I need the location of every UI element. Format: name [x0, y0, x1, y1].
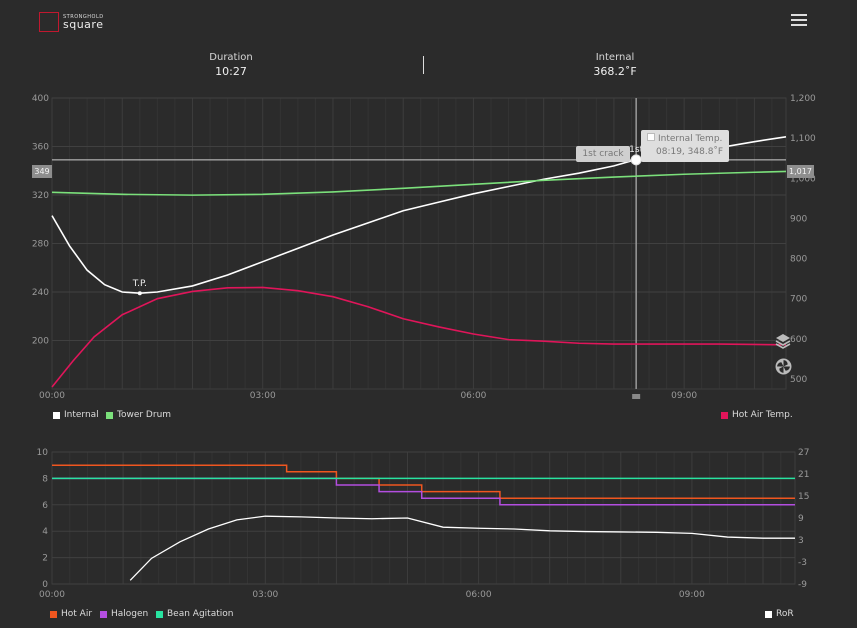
legend-halogen[interactable]: Halogen	[100, 609, 148, 619]
sub-left-tick-label: 10	[37, 448, 49, 458]
legend-label: Tower Drum	[117, 410, 172, 420]
legend-swatch	[721, 411, 728, 419]
main-left-tick-label: 360	[32, 143, 49, 153]
sub-left-tick-label: 8	[42, 474, 48, 484]
layers-icon[interactable]	[775, 333, 791, 349]
sub-right-tick-label: 15	[798, 492, 809, 502]
duration-value: 10:27	[215, 65, 247, 78]
tooltip-series-swatch	[647, 133, 655, 141]
sub-left-tick-label: 6	[42, 501, 48, 511]
legend-hot-air-temp[interactable]: Hot Air Temp.	[721, 410, 793, 420]
app-logo: STRONGHOLD square	[39, 12, 109, 34]
legend-hot-air[interactable]: Hot Air	[50, 609, 92, 619]
cursor-tooltip: Internal Temp. 08:19, 348.8˚F	[641, 130, 729, 162]
main-right-tick-label: 500	[790, 375, 807, 385]
tooltip-title: Internal Temp.	[658, 134, 723, 144]
legend-bean-agitation[interactable]: Bean Agitation	[156, 609, 233, 619]
main-right-tick-label: 800	[790, 255, 807, 265]
sub-x-tick-label: 06:00	[466, 590, 492, 600]
sub-right-tick-label: -3	[798, 558, 807, 568]
logo-text: square	[63, 18, 104, 31]
main-right-tick-label: 900	[790, 214, 807, 224]
duration-stat: Duration 10:27	[161, 52, 301, 78]
logo-small-text: STRONGHOLD	[63, 14, 104, 20]
sub-right-tick-label: 27	[798, 448, 809, 458]
halogen-power-line	[52, 477, 795, 506]
sub-x-tick-label: 00:00	[39, 590, 65, 600]
main-x-tick-label: 00:00	[39, 391, 65, 401]
ror-line	[129, 515, 795, 581]
legend-internal[interactable]: Internal	[53, 410, 99, 420]
first-crack-button[interactable]: 1st crack	[576, 146, 630, 162]
fan-icon[interactable]	[775, 358, 792, 375]
main-x-tick-label: 06:00	[460, 391, 486, 401]
main-left-tick-label: 240	[32, 288, 49, 298]
internal-stat: Internal 368.2˚F	[545, 52, 685, 78]
sub-right-tick-label: -9	[798, 580, 807, 590]
sub-left-tick-label: 0	[42, 580, 48, 590]
legend-swatch	[50, 610, 57, 618]
legend-label: Hot Air Temp.	[732, 410, 793, 420]
hamburger-menu-icon[interactable]	[791, 14, 807, 28]
internal-label: Internal	[595, 52, 635, 63]
sub-right-tick-label: 3	[798, 536, 804, 546]
hot-air-temp-line	[51, 286, 787, 388]
first-crack-label: 1st	[629, 145, 643, 155]
legend-label: Halogen	[111, 609, 149, 619]
legend-label: Internal	[64, 410, 99, 420]
sub-right-tick-label: 21	[798, 470, 809, 480]
main-left-tick-label: 280	[32, 240, 49, 250]
main-left-tick-label: 400	[32, 94, 49, 104]
main-left-tick-label: 320	[32, 191, 49, 201]
sub-left-tick-label: 4	[42, 527, 48, 537]
legend-ror[interactable]: RoR	[765, 609, 794, 619]
main-x-tick-label: 03:00	[250, 391, 276, 401]
tooltip-value: 08:19, 348.8˚F	[656, 147, 724, 157]
legend-label: Hot Air	[61, 609, 93, 619]
sub-left-tick-label: 2	[42, 554, 48, 564]
legend-tower-drum[interactable]: Tower Drum	[106, 410, 171, 420]
main-right-tick-label: 700	[790, 295, 807, 305]
main-right-tick-label: 1,000	[790, 174, 816, 184]
legend-swatch	[765, 610, 772, 618]
hot-air-power-line	[52, 464, 795, 499]
sub-x-tick-label: 03:00	[252, 590, 278, 600]
main-right-tick-label: 1,100	[790, 134, 816, 144]
main-right-tick-label: 600	[790, 335, 807, 345]
cursor-left-value-tag: 349	[32, 165, 52, 178]
legend-swatch	[156, 610, 163, 618]
sub-x-tick-label: 09:00	[679, 590, 705, 600]
sub-plot-frame	[51, 451, 796, 585]
duration-label: Duration	[209, 52, 253, 63]
turning-point-marker	[137, 291, 142, 296]
legend-swatch	[106, 411, 113, 419]
main-left-tick-label: 200	[32, 337, 49, 347]
legend-label: RoR	[776, 609, 794, 619]
logo-mark	[39, 12, 59, 32]
turning-point-label: T.P.	[132, 279, 147, 289]
first-crack-marker	[630, 154, 642, 166]
legend-label: Bean Agitation	[167, 609, 234, 619]
main-right-tick-label: 1,200	[790, 94, 816, 104]
tower-drum-line	[51, 170, 787, 196]
legend-swatch	[100, 610, 107, 618]
main-x-tick-label: 09:00	[671, 391, 697, 401]
legend-swatch	[53, 411, 60, 419]
stat-divider	[423, 56, 424, 74]
cursor-right-value-tag: 1,017	[787, 165, 814, 178]
internal-value: 368.2˚F	[593, 65, 637, 78]
sub-right-tick-label: 9	[798, 514, 804, 524]
cursor-handle	[632, 394, 641, 399]
